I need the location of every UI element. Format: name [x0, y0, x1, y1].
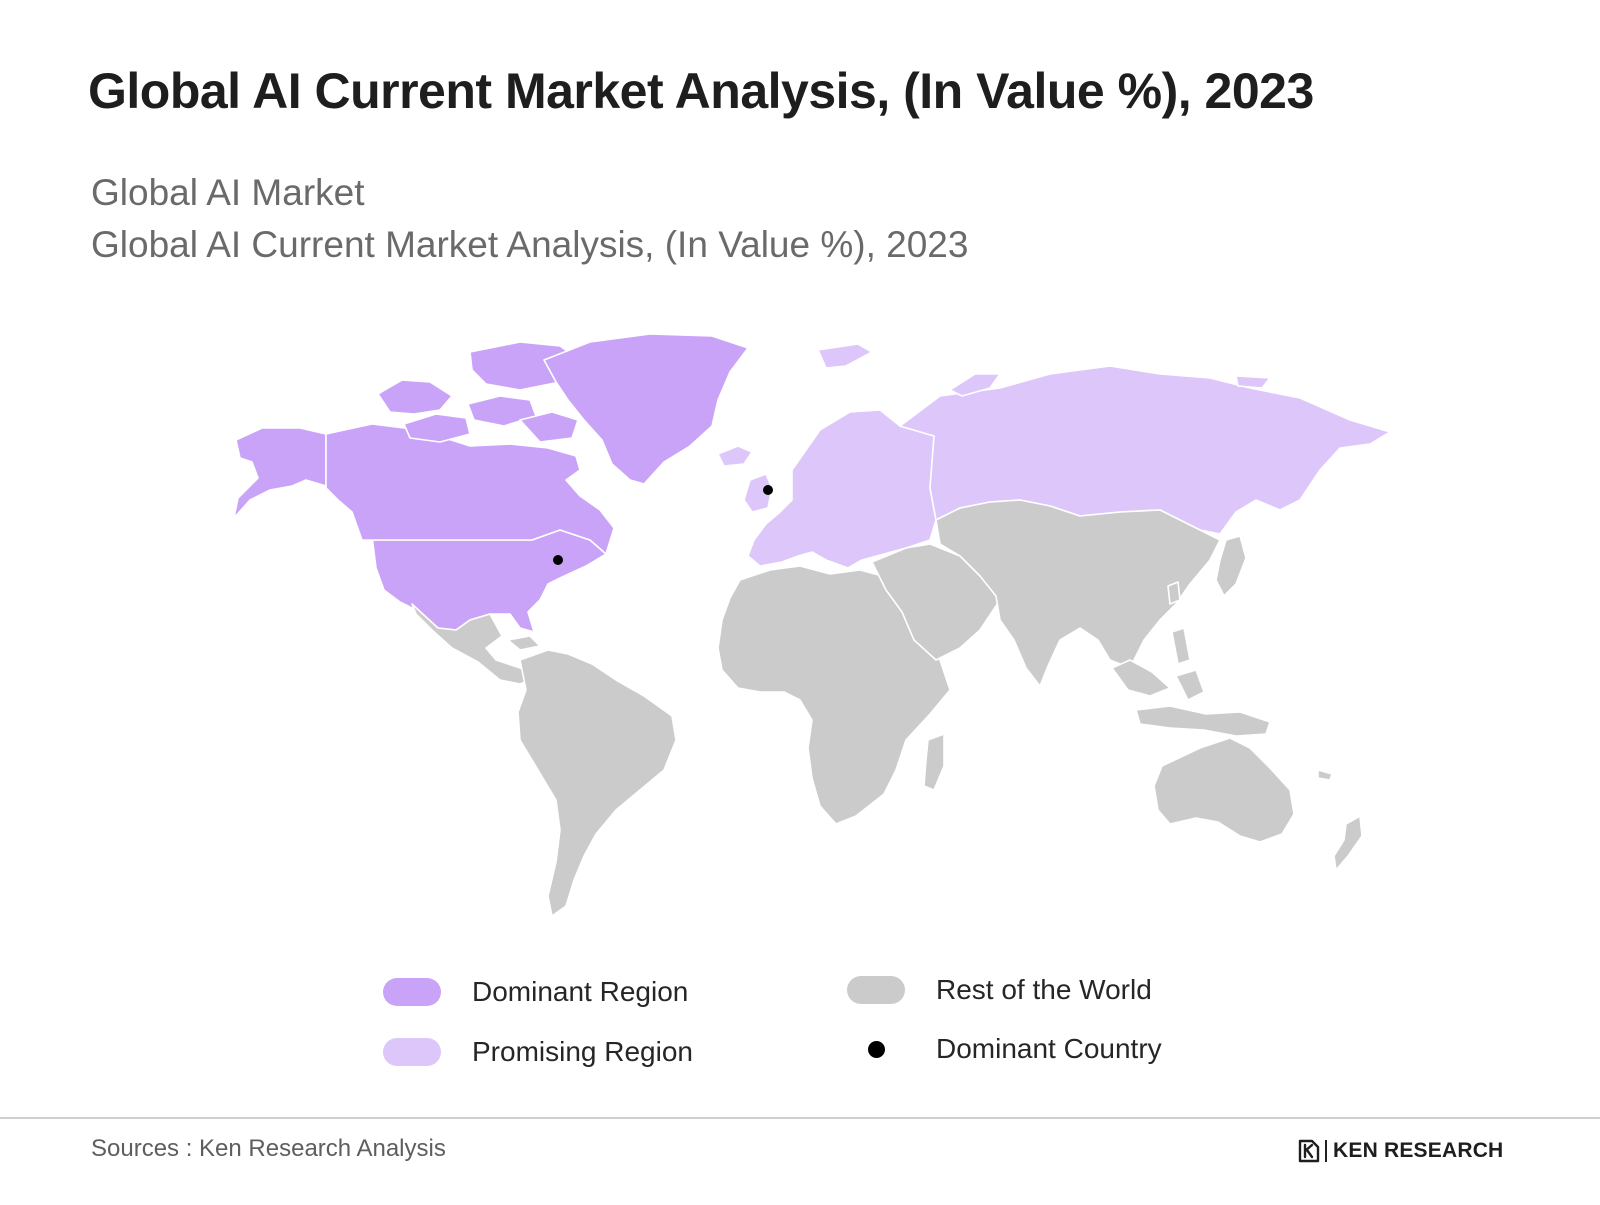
legend-dominant-region: Dominant Region — [383, 976, 688, 1008]
legend-promising-region: Promising Region — [383, 1036, 693, 1068]
region-latin-america — [411, 603, 677, 917]
region-europe — [717, 343, 937, 569]
logo-separator — [1325, 1140, 1327, 1162]
legend-label-promising-region: Promising Region — [472, 1036, 693, 1067]
region-asia — [935, 499, 1271, 737]
source-note: Sources : Ken Research Analysis — [91, 1135, 446, 1162]
subtitle-analysis: Global AI Current Market Analysis, (In V… — [91, 224, 969, 265]
ken-research-logo: KEN RESEARCH — [1298, 1139, 1503, 1163]
legend-dominant-country: Dominant Country — [847, 1033, 1162, 1065]
dominant-region-swatch — [383, 978, 441, 1006]
ken-research-logo-icon — [1298, 1139, 1320, 1163]
region-oceania — [1153, 737, 1363, 871]
legend-label-rest-of-world: Rest of the World — [936, 974, 1152, 1005]
subtitle-market: Global AI Market — [91, 172, 365, 213]
legend-rest-of-world: Rest of the World — [847, 974, 1152, 1006]
region-middle-east — [871, 543, 1001, 661]
region-africa — [717, 565, 951, 825]
logo-text: KEN RESEARCH — [1333, 1139, 1504, 1162]
legend-label-dominant-country: Dominant Country — [936, 1033, 1162, 1064]
rest-of-world-swatch — [847, 976, 905, 1004]
footer-divider — [0, 1117, 1600, 1119]
chart-title: Global AI Current Market Analysis, (In V… — [88, 63, 1314, 119]
region-north-america — [233, 341, 615, 633]
dominant-country-marker-uk — [763, 485, 773, 495]
dominant-country-marker-usa — [553, 555, 563, 565]
dominant-country-dot-icon — [867, 1040, 885, 1058]
dominant-country-swatch — [847, 1035, 905, 1063]
legend-label-dominant-region: Dominant Region — [472, 976, 689, 1007]
region-greenland — [543, 333, 749, 485]
promising-region-swatch — [383, 1038, 441, 1066]
